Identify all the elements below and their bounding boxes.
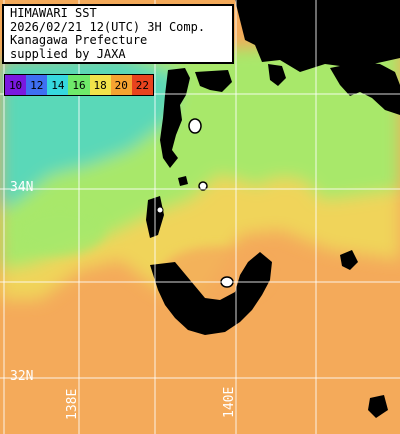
legend-swatch-20: 20 <box>110 75 132 95</box>
legend-swatch-14: 14 <box>47 75 69 95</box>
land-honshu-north <box>235 0 400 72</box>
land-izu-peninsula <box>160 68 190 168</box>
grid-labels: 34N 32N 138E 140E <box>10 180 237 420</box>
island-small-west <box>156 206 164 214</box>
info-box: HIMAWARI SST 2026/02/21 12(UTC) 3H Comp.… <box>2 4 234 64</box>
header-title: HIMAWARI SST <box>10 6 97 20</box>
header-datetime: 2026/02/21 12(UTC) 3H Comp. <box>10 19 206 34</box>
header-supplier: supplied by JAXA <box>10 46 126 61</box>
legend-swatch-10: 10 <box>5 75 27 95</box>
legend-swatch-18: 18 <box>89 75 111 95</box>
sst-cool-patch <box>15 205 105 255</box>
lon-label-140e: 140E <box>222 387 237 418</box>
island-oshima <box>188 118 202 134</box>
cloud-mask-south-east <box>368 395 388 418</box>
cloud-mask-cape <box>195 70 232 92</box>
legend-swatch-12: 12 <box>26 75 48 95</box>
land-masses <box>146 0 400 418</box>
lat-label-34n: 34N <box>10 180 33 195</box>
color-legend: 10 12 14 16 18 20 22 <box>4 74 154 96</box>
cloud-mask-south <box>150 252 272 335</box>
legend-swatch-16: 16 <box>68 75 90 95</box>
header-region: Kanagawa Prefecture <box>10 33 148 47</box>
sst-cold-eddy <box>253 178 317 222</box>
island-toshima <box>198 181 208 191</box>
land-boso-peninsula <box>330 62 400 115</box>
land-miura-peninsula <box>268 64 286 86</box>
cloud-mask-east-fleck <box>340 250 358 270</box>
cloud-mask-north-fleck <box>178 176 188 186</box>
lat-label-32n: 32N <box>10 369 33 384</box>
legend-swatch-22: 22 <box>131 75 153 95</box>
lon-label-138e: 138E <box>65 389 80 420</box>
islands <box>156 118 234 288</box>
